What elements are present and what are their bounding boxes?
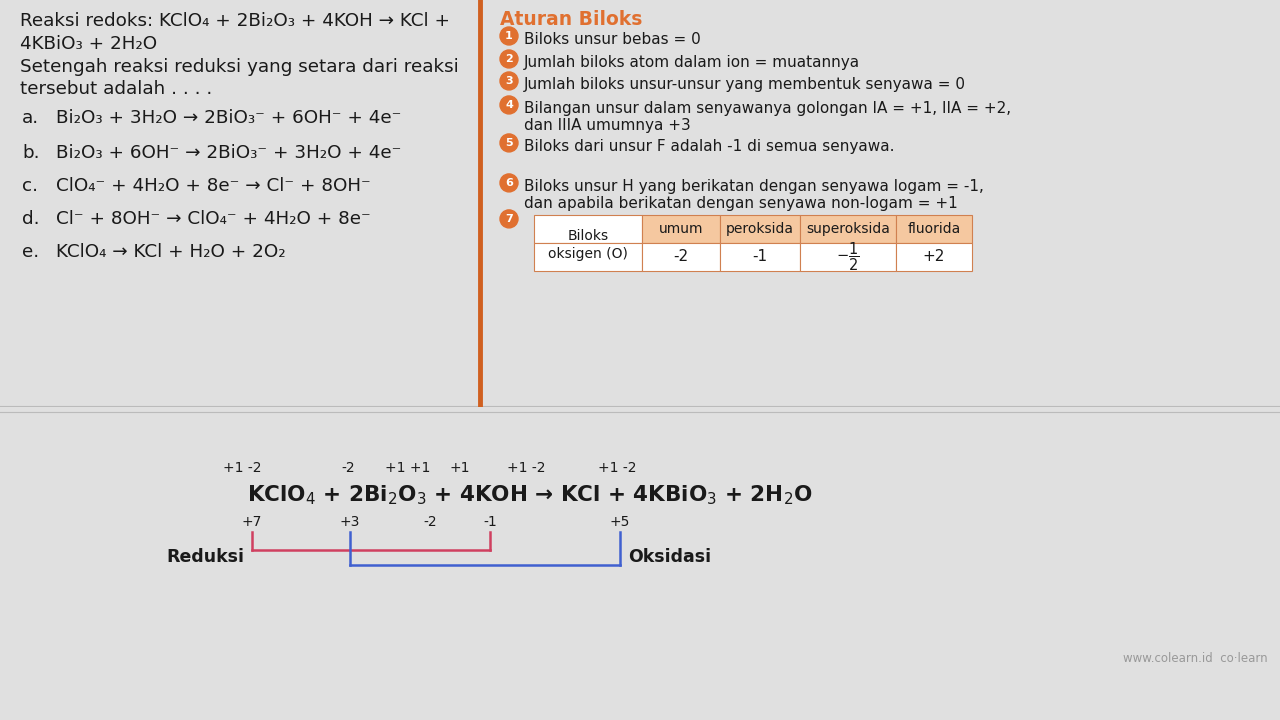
- Text: +3: +3: [339, 515, 360, 529]
- Bar: [719, 215, 800, 243]
- Bar: [534, 243, 643, 271]
- Bar: [800, 243, 896, 271]
- Text: 5: 5: [506, 138, 513, 148]
- Text: tersebut adalah . . . .: tersebut adalah . . . .: [20, 80, 212, 98]
- Circle shape: [500, 210, 518, 228]
- Bar: [800, 215, 896, 243]
- Text: +1 -2: +1 -2: [223, 462, 261, 475]
- Text: +1 -2: +1 -2: [598, 462, 636, 475]
- Text: Bi₂O₃ + 3H₂O → 2BiO₃⁻ + 6OH⁻ + 4e⁻: Bi₂O₃ + 3H₂O → 2BiO₃⁻ + 6OH⁻ + 4e⁻: [56, 109, 402, 127]
- Text: e.: e.: [22, 243, 40, 261]
- Bar: [896, 215, 972, 243]
- Text: Bilangan unsur dalam senyawanya golongan IA = +1, IIA = +2,: Bilangan unsur dalam senyawanya golongan…: [524, 101, 1011, 116]
- Text: KClO₄ → KCl + H₂O + 2O₂: KClO₄ → KCl + H₂O + 2O₂: [56, 243, 285, 261]
- Text: Reduksi: Reduksi: [166, 549, 244, 567]
- Circle shape: [500, 72, 518, 90]
- Circle shape: [500, 134, 518, 152]
- Text: 4: 4: [506, 100, 513, 110]
- Circle shape: [500, 50, 518, 68]
- Text: 7: 7: [506, 214, 513, 224]
- Text: +1 -2: +1 -2: [507, 462, 545, 475]
- Text: -1: -1: [753, 249, 768, 264]
- Text: Jumlah biloks unsur-unsur yang membentuk senyawa = 0: Jumlah biloks unsur-unsur yang membentuk…: [524, 77, 966, 92]
- Text: Biloks unsur bebas = 0: Biloks unsur bebas = 0: [524, 32, 700, 47]
- Text: Cl⁻ + 8OH⁻ → ClO₄⁻ + 4H₂O + 8e⁻: Cl⁻ + 8OH⁻ → ClO₄⁻ + 4H₂O + 8e⁻: [56, 210, 371, 228]
- Bar: [534, 215, 643, 243]
- Text: Setengah reaksi reduksi yang setara dari reaksi: Setengah reaksi reduksi yang setara dari…: [20, 58, 458, 76]
- Text: +1: +1: [449, 462, 470, 475]
- Text: superoksida: superoksida: [806, 222, 890, 236]
- Text: peroksida: peroksida: [726, 222, 794, 236]
- Text: +7: +7: [242, 515, 262, 529]
- Text: dan IIIA umumnya +3: dan IIIA umumnya +3: [524, 118, 691, 133]
- Text: www.colearn.id  co·learn: www.colearn.id co·learn: [1124, 652, 1268, 665]
- Text: 6: 6: [506, 178, 513, 188]
- Bar: [643, 243, 719, 271]
- Text: KClO$_4$ + 2Bi$_2$O$_3$ + 4KOH → KCl + 4KBiO$_3$ + 2H$_2$O: KClO$_4$ + 2Bi$_2$O$_3$ + 4KOH → KCl + 4…: [247, 483, 813, 507]
- Text: +1 +1: +1 +1: [385, 462, 430, 475]
- Text: -1: -1: [483, 515, 497, 529]
- Text: b.: b.: [22, 144, 40, 162]
- Text: a.: a.: [22, 109, 40, 127]
- Text: +5: +5: [609, 515, 630, 529]
- Text: +2: +2: [923, 249, 945, 264]
- Text: -2: -2: [342, 462, 355, 475]
- Bar: [719, 243, 800, 271]
- Text: 1: 1: [506, 31, 513, 41]
- Text: Biloks dari unsur F adalah -1 di semua senyawa.: Biloks dari unsur F adalah -1 di semua s…: [524, 139, 895, 154]
- Text: 3: 3: [506, 76, 513, 86]
- Text: Oksidasi: Oksidasi: [628, 549, 712, 567]
- Bar: [643, 215, 719, 243]
- Text: fluorida: fluorida: [908, 222, 960, 236]
- Text: Biloks
oksigen (O): Biloks oksigen (O): [548, 229, 628, 261]
- Text: -2: -2: [673, 249, 689, 264]
- Text: 2: 2: [506, 54, 513, 64]
- Circle shape: [500, 27, 518, 45]
- Text: umum: umum: [659, 222, 703, 236]
- Text: d.: d.: [22, 210, 40, 228]
- Text: ClO₄⁻ + 4H₂O + 8e⁻ → Cl⁻ + 8OH⁻: ClO₄⁻ + 4H₂O + 8e⁻ → Cl⁻ + 8OH⁻: [56, 177, 371, 195]
- Text: -2: -2: [424, 515, 436, 529]
- Text: Reaksi redoks: KClO₄ + 2Bi₂O₃ + 4KOH → KCl +: Reaksi redoks: KClO₄ + 2Bi₂O₃ + 4KOH → K…: [20, 12, 451, 30]
- Text: Jumlah biloks atom dalam ion = muatannya: Jumlah biloks atom dalam ion = muatannya: [524, 55, 860, 70]
- Text: Biloks unsur H yang berikatan dengan senyawa logam = -1,: Biloks unsur H yang berikatan dengan sen…: [524, 179, 984, 194]
- Text: dan apabila berikatan dengan senyawa non-logam = +1: dan apabila berikatan dengan senyawa non…: [524, 196, 957, 211]
- Text: $-\dfrac{1}{2}$: $-\dfrac{1}{2}$: [836, 240, 860, 273]
- Text: 4KBiO₃ + 2H₂O: 4KBiO₃ + 2H₂O: [20, 35, 157, 53]
- Bar: [896, 243, 972, 271]
- Circle shape: [500, 174, 518, 192]
- Text: c.: c.: [22, 177, 38, 195]
- Text: Aturan Biloks: Aturan Biloks: [500, 10, 643, 29]
- Circle shape: [500, 96, 518, 114]
- Text: Bi₂O₃ + 6OH⁻ → 2BiO₃⁻ + 3H₂O + 4e⁻: Bi₂O₃ + 6OH⁻ → 2BiO₃⁻ + 3H₂O + 4e⁻: [56, 144, 402, 162]
